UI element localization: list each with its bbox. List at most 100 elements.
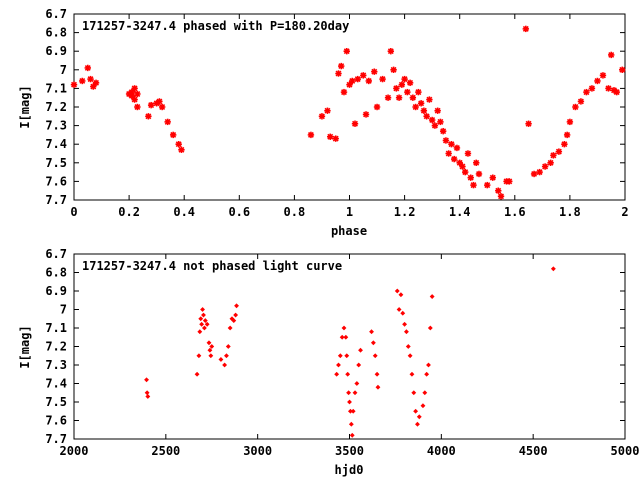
data-point: [194, 371, 200, 377]
y-tick-label: 7.7: [45, 432, 67, 446]
data-point: [404, 88, 411, 96]
data-point: [349, 432, 355, 438]
data-point: [196, 353, 202, 359]
data-point: [332, 135, 339, 142]
y-tick-label: 7.1: [45, 321, 67, 335]
data-point: [358, 347, 363, 353]
data-point: [619, 66, 626, 73]
data-point: [594, 77, 601, 85]
y-axis-label: I[mag]: [18, 85, 32, 128]
data-point: [416, 414, 422, 420]
data-point: [525, 120, 532, 127]
data-point: [459, 163, 466, 170]
x-tick-label: 0: [70, 205, 77, 219]
data-point: [145, 113, 152, 120]
data-point: [334, 371, 340, 377]
data-point: [362, 111, 370, 118]
data-point: [370, 340, 376, 346]
y-tick-label: 7.5: [45, 395, 67, 409]
data-point: [599, 72, 607, 79]
data-point: [224, 353, 229, 359]
data-point: [561, 141, 568, 148]
data-point: [475, 170, 483, 178]
data-point: [87, 75, 94, 83]
data-point: [467, 174, 474, 181]
data-point: [375, 384, 381, 390]
data-point: [431, 122, 439, 129]
data-point: [550, 152, 557, 159]
data-point: [204, 321, 210, 327]
data-point: [360, 72, 367, 79]
data-point: [175, 141, 182, 148]
chart-title: 171257-3247.4 not phased light curve: [82, 259, 342, 273]
data-point: [555, 148, 563, 155]
data-point: [234, 303, 239, 309]
x-tick-label: 3000: [243, 444, 272, 458]
data-point: [199, 321, 205, 327]
data-point: [547, 159, 554, 166]
y-tick-label: 7.6: [45, 414, 67, 428]
x-tick-label: 0.2: [118, 205, 140, 219]
data-point: [404, 329, 409, 335]
y-tick-label: 7.4: [45, 377, 67, 391]
data-point: [347, 399, 352, 405]
data-point: [530, 170, 538, 178]
data-point: [437, 118, 444, 126]
data-point: [442, 137, 450, 144]
data-point: [415, 88, 422, 96]
data-point: [225, 344, 231, 349]
x-tick-label: 4000: [427, 444, 456, 458]
data-point: [426, 362, 431, 368]
data-point: [412, 103, 419, 111]
data-point: [439, 127, 447, 135]
data-point: [372, 353, 378, 359]
y-tick-label: 6.7: [45, 247, 67, 261]
data-point: [373, 103, 381, 111]
data-point: [434, 107, 441, 114]
data-point: [605, 85, 612, 92]
data-point: [343, 48, 350, 55]
data-point: [345, 371, 351, 377]
data-point: [324, 107, 331, 114]
y-tick-label: 6.8: [45, 26, 67, 40]
data-point: [318, 113, 326, 120]
data-point: [522, 25, 530, 33]
data-point: [92, 79, 100, 87]
data-point: [369, 329, 374, 335]
x-tick-label: 1.6: [504, 205, 526, 219]
data-point: [566, 118, 574, 126]
x-tick-label: 1.8: [559, 205, 581, 219]
y-axis-label: I[mag]: [18, 325, 32, 368]
data-point: [506, 178, 513, 185]
data-point: [577, 98, 585, 105]
data-point: [402, 321, 408, 327]
data-point: [207, 347, 213, 353]
data-point: [405, 344, 411, 349]
data-point: [462, 168, 469, 176]
data-point: [401, 75, 408, 83]
data-point: [398, 81, 406, 88]
data-point: [134, 90, 141, 98]
data-point: [209, 344, 215, 349]
data-point: [222, 362, 228, 368]
data-point: [470, 181, 477, 189]
data-point: [84, 64, 91, 72]
data-point: [424, 371, 430, 377]
data-point: [387, 48, 395, 55]
data-point: [340, 88, 348, 96]
data-point: [563, 131, 571, 139]
data-point: [420, 403, 426, 409]
data-point: [423, 113, 430, 120]
x-tick-label: 4500: [519, 444, 548, 458]
y-tick-label: 7.1: [45, 81, 67, 95]
data-point: [178, 146, 185, 153]
data-point: [343, 334, 349, 340]
data-point: [227, 325, 233, 331]
data-point: [198, 316, 204, 322]
data-point: [70, 81, 78, 88]
data-point: [429, 294, 435, 299]
data-point: [384, 94, 392, 101]
data-point: [450, 155, 458, 163]
data-point: [365, 77, 372, 85]
